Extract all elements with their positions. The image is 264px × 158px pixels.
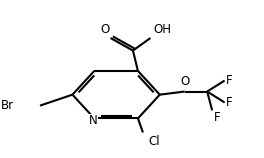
Text: Br: Br [1, 99, 14, 112]
Text: F: F [226, 96, 233, 109]
Text: F: F [213, 111, 220, 124]
Text: O: O [100, 24, 109, 36]
Text: N: N [89, 114, 97, 127]
Text: Cl: Cl [148, 135, 159, 148]
Text: OH: OH [153, 24, 171, 36]
Text: F: F [226, 74, 233, 87]
Text: O: O [180, 75, 189, 88]
